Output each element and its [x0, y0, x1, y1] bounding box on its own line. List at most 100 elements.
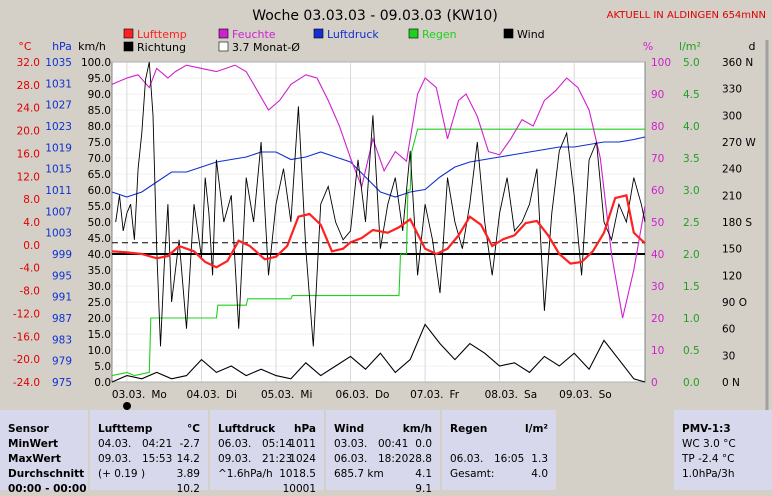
stats-cell: 4.0 [531, 468, 548, 480]
ytick-direction-8: 120 [722, 270, 742, 282]
stats-column-3: Wind km/h 03.03. 00:41 0.0 06.03. 18:20 28.8 685… [326, 410, 440, 495]
ytick-wind_speed-6: 70.0 [88, 153, 111, 165]
stats-row: 685.7 km 4.1 [326, 467, 440, 481]
stats-cell: Gesamt: [450, 468, 495, 480]
stats-header-3: Wind km/h [326, 422, 440, 436]
ytick-wind_speed-3: 85.0 [88, 105, 111, 117]
ytick-wind_speed-14: 30.0 [88, 281, 111, 293]
legend-label-4: Wind [517, 28, 545, 41]
weather-chart: Woche 03.03.03 - 09.03.03 (KW10) AKTUELL… [12, 8, 769, 410]
stats-row: 10.2 [90, 482, 208, 496]
stats-header-5: PMV-1:3 [674, 422, 772, 436]
ytick-pressure-12: 987 [52, 313, 72, 325]
legend-label-5: Richtung [137, 41, 186, 54]
legend-swatch-5 [123, 41, 134, 52]
stats-cell: 10.2 [176, 483, 200, 495]
stats-row: 04.03. 04:21 -2.7 [90, 437, 208, 451]
ytick-pressure-9: 999 [52, 249, 72, 261]
ytick-rain-8: 1.0 [683, 313, 700, 325]
legend-swatch-6 [218, 41, 229, 52]
legend: Lufttemp Feuchte Luftdruck Regen Wind Richtun… [123, 28, 545, 54]
stats-cell: 09.03. [98, 453, 132, 465]
ytick-pressure-5: 1015 [45, 164, 72, 176]
axis-unit-labels: °C hPa km/h% l/m² d [18, 40, 755, 53]
legend-label-3: Regen [422, 28, 457, 41]
stats-column-5: PMV-1:3 WC 3.0 °C TP -2.4 °C 1.0hPa/3h [674, 410, 772, 490]
stats-title: Luftdruck [218, 423, 276, 435]
ytick-pressure-4: 1019 [45, 142, 72, 154]
stats-cell: 04.03. [98, 438, 132, 450]
ytick-rain-1: 4.5 [683, 89, 700, 101]
ytick-wind_speed-5: 75.0 [88, 137, 111, 149]
ytick-direction-6: 180 S [722, 217, 752, 229]
stats-title: Sensor [8, 423, 49, 435]
ytick-temp-11: -12.0 [13, 308, 40, 320]
ytick-pressure-7: 1007 [45, 206, 72, 218]
xtick-1: 04.03. Di [186, 389, 236, 401]
xtick-5: 08.03. Sa [485, 389, 538, 401]
ytick-humidity-1: 90 [651, 89, 664, 101]
ytick-pressure-14: 979 [52, 356, 72, 368]
stats-cell: 21:23 [262, 453, 293, 465]
xtick-day-6: So [599, 389, 612, 401]
ytick-direction-1: 330 [722, 84, 742, 96]
ytick-direction-4: 240 [722, 164, 742, 176]
stats-row [442, 437, 556, 451]
xtick-day-3: Do [375, 389, 390, 401]
ytick-wind_speed-4: 80.0 [88, 121, 111, 133]
ytick-wind_speed-15: 25.0 [88, 297, 111, 309]
legend-swatch-2 [313, 28, 324, 39]
stats-row: WC 3.0 °C [674, 437, 772, 451]
legend-swatch-3 [408, 28, 419, 39]
stats-row: (+ 0.19 ) 3.89 [90, 467, 208, 481]
stats-cell: 1011 [289, 438, 316, 450]
ytick-wind_speed-9: 55.0 [88, 201, 111, 213]
ytick-humidity-5: 50 [651, 217, 664, 229]
ytick-wind_speed-20: 0.0 [94, 377, 111, 389]
stats-cell: 04:21 [142, 438, 173, 450]
ytick-wind_speed-0: 100.0 [81, 57, 111, 69]
stats-unit: km/h [402, 423, 432, 435]
axis-unit-temp: °C [18, 40, 32, 53]
ytick-temp-6: 8.0 [23, 194, 40, 206]
ytick-pressure-15: 975 [52, 377, 72, 389]
stats-title: PMV-1:3 [682, 423, 731, 435]
statistics-panel: Sensor MinWert MaxWert Durchschnitt 00:00 - … [0, 410, 772, 495]
xtick-6: 09.03. So [559, 389, 612, 401]
ytick-pressure-0: 1035 [45, 57, 72, 69]
stats-title: Regen [450, 423, 488, 435]
series-lufttemp [111, 193, 646, 269]
stats-unit: l/m² [525, 423, 548, 435]
series-feuchte [111, 64, 646, 319]
stats-cell: ^1.6hPa/h [218, 468, 273, 480]
ytick-wind_speed-13: 35.0 [88, 265, 111, 277]
legend-label-6: 3.7 Monat-Ø [232, 41, 300, 54]
stats-row: 06.03. 05:14 1011 [210, 437, 324, 451]
ytick-humidity-4: 60 [651, 185, 664, 197]
x-axis-ticks: 03.03. Mo 04.03. Di 05.03. Mi 06.03. Do 07.03. Fr… [112, 389, 612, 401]
stats-row: Durchschnitt [0, 467, 88, 481]
stats-row: MaxWert [0, 452, 88, 466]
ytick-temp-10: -8.0 [20, 286, 41, 298]
ytick-temp-12: -16.0 [13, 331, 40, 343]
stats-header-2: Luftdruck hPa [210, 422, 324, 436]
ytick-direction-11: 30 [722, 350, 735, 362]
stats-cell: 06.03. [218, 438, 252, 450]
ytick-pressure-8: 1003 [45, 228, 72, 240]
stats-cell: (+ 0.19 ) [98, 468, 146, 480]
stats-cell: 0.0 [415, 438, 432, 450]
legend-swatch-0 [123, 28, 134, 39]
ytick-wind_speed-2: 90.0 [88, 89, 111, 101]
stats-row [442, 482, 556, 496]
stats-row: TP -2.4 °C [674, 452, 772, 466]
location-label: AKTUELL IN ALDINGEN 654mNN [607, 10, 766, 21]
stats-row: 09.03. 21:23 1024 [210, 452, 324, 466]
ytick-temp-0: 32.0 [17, 57, 40, 69]
axis-unit-rain: l/m² [679, 40, 701, 53]
ytick-temp-1: 28.0 [17, 80, 40, 92]
ytick-humidity-6: 40 [651, 249, 664, 261]
ytick-wind_speed-12: 40.0 [88, 249, 111, 261]
stats-row: ^1.6hPa/h 1018.5 [210, 467, 324, 481]
stats-cell: WC 3.0 °C [682, 438, 736, 450]
ytick-temp-13: -20.0 [13, 354, 40, 366]
